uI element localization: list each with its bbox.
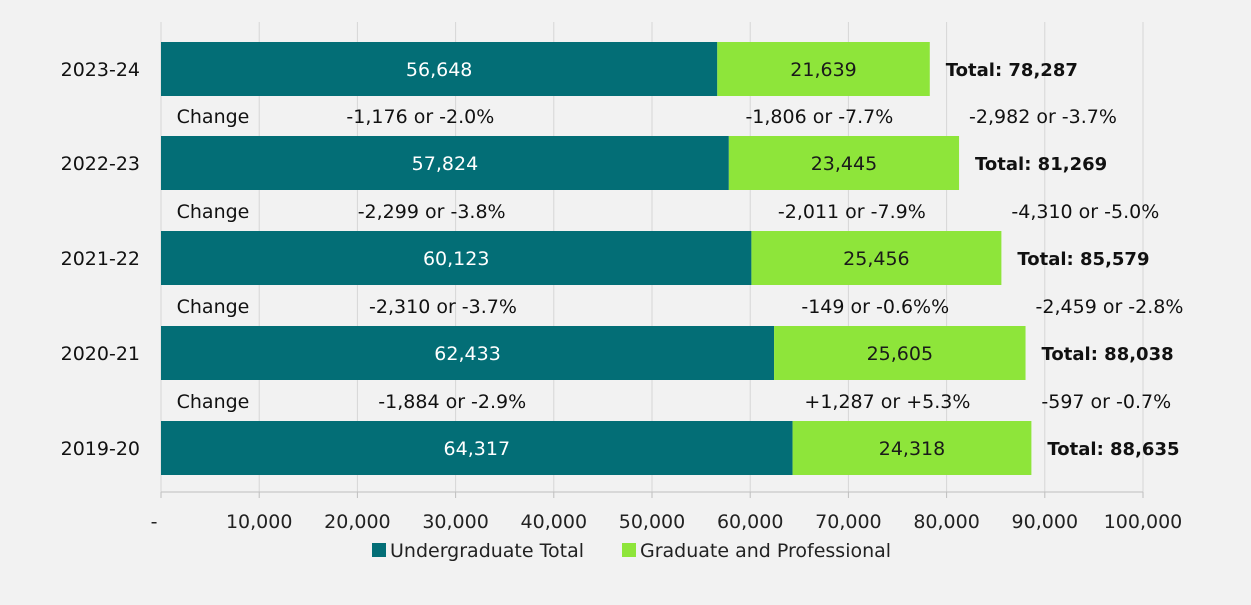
bar-segment bbox=[728, 136, 960, 190]
total-label: Total: 78,287 bbox=[946, 60, 1078, 81]
total-label: Total: 85,579 bbox=[1017, 249, 1149, 270]
change-row-label: Change bbox=[177, 391, 250, 413]
change-total-label: -2,459 or -2.8% bbox=[1036, 296, 1184, 318]
change-undergraduate-label: -2,310 or -3.7% bbox=[369, 296, 517, 318]
bar-value-label: 57,824 bbox=[412, 153, 478, 175]
bar-segment bbox=[792, 421, 1032, 475]
bar-value-label: 62,433 bbox=[434, 343, 500, 365]
change-undergraduate-label: -1,176 or -2.0% bbox=[346, 106, 494, 128]
bar-value-label: 60,123 bbox=[423, 248, 489, 270]
bar-value-label: 25,456 bbox=[843, 248, 909, 270]
x-tick-label: 100,000 bbox=[1104, 511, 1183, 533]
change-total-label: -2,982 or -3.7% bbox=[969, 106, 1117, 128]
bar-segment bbox=[717, 42, 930, 96]
bar-value-label: 25,605 bbox=[867, 343, 933, 365]
bar-segment bbox=[161, 326, 775, 380]
bar-value-label: 23,445 bbox=[811, 153, 877, 175]
category-label: 2021-22 bbox=[61, 248, 140, 270]
change-graduate-label: +1,287 or +5.3% bbox=[804, 391, 970, 413]
x-tick-label: 30,000 bbox=[422, 511, 488, 533]
total-label: Total: 81,269 bbox=[975, 154, 1107, 175]
x-tick-label: - bbox=[151, 511, 158, 533]
total-label: Total: 88,038 bbox=[1042, 344, 1174, 365]
change-undergraduate-label: -2,299 or -3.8% bbox=[358, 201, 506, 223]
x-tick-label: 70,000 bbox=[815, 511, 881, 533]
bar-segment bbox=[774, 326, 1026, 380]
bar-segment bbox=[161, 136, 729, 190]
legend-swatch bbox=[622, 543, 636, 557]
legend-label: Graduate and Professional bbox=[640, 540, 891, 562]
category-label: 2023-24 bbox=[61, 59, 140, 81]
legend-swatch bbox=[372, 543, 386, 557]
change-row-label: Change bbox=[177, 201, 250, 223]
x-tick-label: 60,000 bbox=[717, 511, 783, 533]
change-undergraduate-label: -1,884 or -2.9% bbox=[378, 391, 526, 413]
bar-segment bbox=[161, 42, 718, 96]
legend-label: Undergraduate Total bbox=[390, 540, 584, 562]
change-graduate-label: -2,011 or -7.9% bbox=[778, 201, 926, 223]
x-tick-label: 10,000 bbox=[226, 511, 292, 533]
bar-value-label: 24,318 bbox=[879, 438, 945, 460]
x-tick-label: 80,000 bbox=[913, 511, 979, 533]
change-graduate-label: -149 or -0.6%% bbox=[801, 296, 949, 318]
bar-segment bbox=[161, 421, 793, 475]
bar-value-label: 21,639 bbox=[790, 59, 856, 81]
bar-segment bbox=[751, 231, 1002, 285]
x-tick-label: 50,000 bbox=[619, 511, 685, 533]
change-row-label: Change bbox=[177, 106, 250, 128]
x-tick-label: 90,000 bbox=[1012, 511, 1078, 533]
change-graduate-label: -1,806 or -7.7% bbox=[745, 106, 893, 128]
category-label: 2019-20 bbox=[61, 438, 140, 460]
category-label: 2022-23 bbox=[61, 153, 140, 175]
total-label: Total: 88,635 bbox=[1047, 439, 1179, 460]
bar-segment bbox=[161, 231, 752, 285]
x-tick-label: 40,000 bbox=[521, 511, 587, 533]
category-label: 2020-21 bbox=[61, 343, 140, 365]
bar-value-label: 64,317 bbox=[444, 438, 510, 460]
change-total-label: -597 or -0.7% bbox=[1041, 391, 1171, 413]
change-total-label: -4,310 or -5.0% bbox=[1011, 201, 1159, 223]
change-row-label: Change bbox=[177, 296, 250, 318]
x-tick-label: 20,000 bbox=[324, 511, 390, 533]
bar-value-label: 56,648 bbox=[406, 59, 472, 81]
